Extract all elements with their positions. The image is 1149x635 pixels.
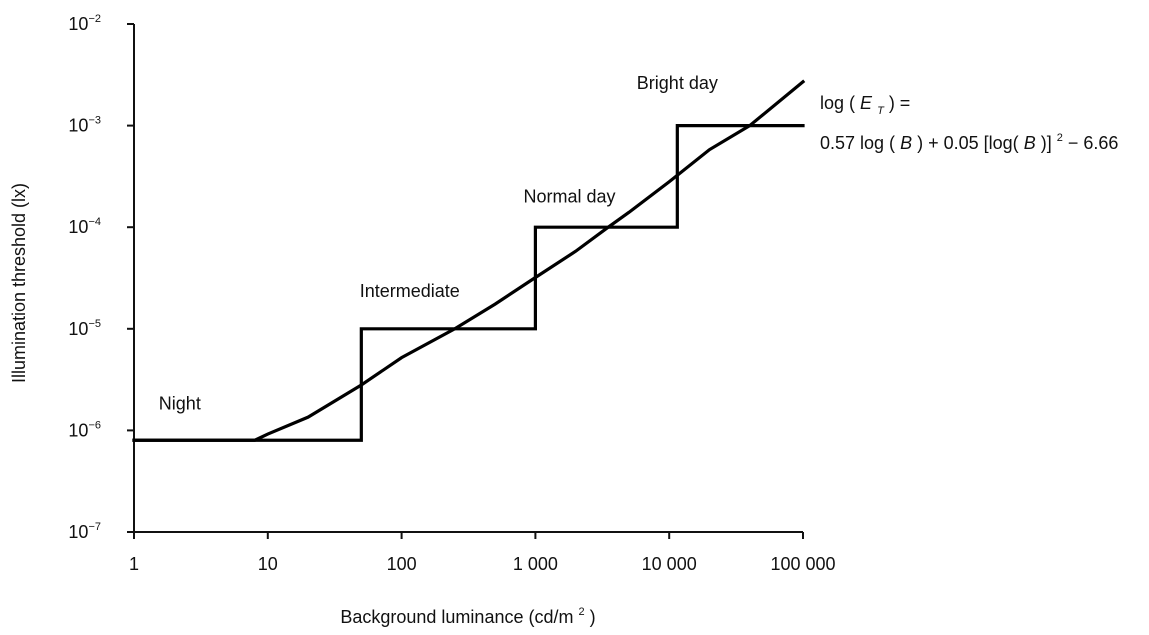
- y-tick-label: 10−5: [68, 318, 101, 339]
- y-tick-label: 10−6: [68, 419, 101, 440]
- x-axis-label-main: Background luminance (cd/m: [340, 607, 573, 627]
- formula-variable-t: T: [877, 105, 885, 117]
- y-tick-label-exponent: −2: [88, 13, 101, 25]
- x-tick-label: 10: [258, 554, 278, 574]
- formula-term-b: B: [900, 133, 912, 153]
- y-tick-label-base: 10: [68, 116, 88, 136]
- x-axis-label: Background luminance (cd/m 2 ): [340, 599, 595, 627]
- y-tick-label-base: 10: [68, 319, 88, 339]
- y-tick-label-base: 10: [68, 14, 88, 34]
- y-tick-label: 10−3: [68, 115, 101, 136]
- y-tick-label: 10−7: [68, 521, 101, 542]
- formula-term-d: B: [1024, 133, 1036, 153]
- ticks-layer: 1 10 100 1 000 10 000 100 00010−210−310−410−5…: [68, 13, 835, 574]
- formula-log-prefix: log (: [820, 93, 855, 113]
- formula-term-sup: 2: [1057, 132, 1063, 144]
- formula-line-2: 0.57 log ( B ) + 0.05 [log( B )] 2 − 6.6…: [820, 125, 1118, 153]
- y-tick-label-base: 10: [68, 522, 88, 542]
- y-tick-label: 10−4: [68, 216, 101, 237]
- x-tick-label: 10 000: [642, 554, 697, 574]
- axes-layer: [133, 24, 803, 533]
- y-tick-label-exponent: −3: [88, 115, 101, 127]
- y-tick-label-exponent: −5: [88, 318, 101, 330]
- y-tick-label-exponent: −4: [88, 216, 101, 228]
- annotation-normal_day: Normal day: [524, 187, 616, 207]
- annotation-night: Night: [159, 394, 201, 414]
- formula-term-c: ) + 0.05 [log(: [917, 133, 1019, 153]
- threshold-curve: [132, 79, 806, 442]
- formula-term-e: )]: [1041, 133, 1057, 153]
- annotation-intermediate: Intermediate: [360, 281, 460, 301]
- y-tick-label-base: 10: [68, 420, 88, 440]
- annotation-layer: Night Intermediate Normal day Bright day: [159, 73, 718, 414]
- formula-line-1-suffix: ) =: [889, 93, 911, 113]
- y-tick-label: 10−2: [68, 13, 101, 34]
- x-tick-label: 1: [129, 554, 139, 574]
- formula-term-a: 0.57 log (: [820, 133, 895, 153]
- x-tick-label: 100: [387, 554, 417, 574]
- y-tick-label-exponent: −7: [88, 521, 101, 533]
- y-axis-label: Illumination threshold (lx): [9, 183, 29, 383]
- formula-variable-e: E: [860, 93, 873, 113]
- y-tick-label-exponent: −6: [88, 419, 101, 431]
- formula-line-1: log ( E T ) =: [820, 93, 910, 118]
- series-layer: [132, 79, 806, 442]
- x-tick-label: 100 000: [770, 554, 835, 574]
- x-axis-label-superscript: 2: [579, 606, 585, 618]
- annotation-bright_day: Bright day: [637, 73, 718, 93]
- y-tick-label-base: 10: [68, 217, 88, 237]
- x-axis-label-end: ): [590, 607, 596, 627]
- x-tick-label: 1 000: [513, 554, 558, 574]
- formula-term-f: − 6.66: [1068, 133, 1119, 153]
- step-threshold-line: [132, 124, 805, 442]
